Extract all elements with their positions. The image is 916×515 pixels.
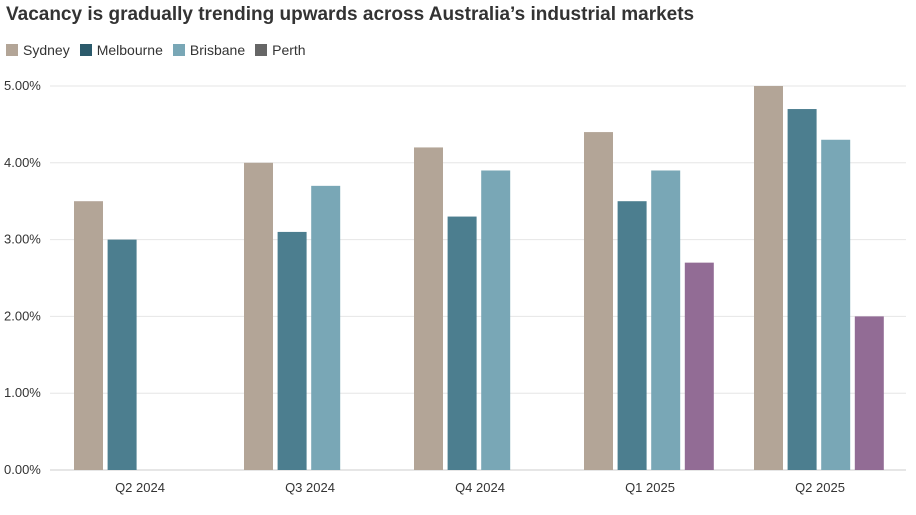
legend-item-perth[interactable]: Perth (255, 42, 306, 58)
bar-brisbane-q3-2024[interactable] (311, 185, 341, 470)
bar-sydney-q3-2024[interactable] (244, 162, 273, 471)
legend-label-sydney: Sydney (23, 42, 70, 58)
legend-label-perth: Perth (272, 42, 306, 58)
bar-melbourne-q1-2025[interactable] (617, 201, 647, 470)
legend-swatch-sydney (6, 44, 18, 56)
y-tick-label: 1.00% (4, 385, 41, 400)
legend-swatch-brisbane (172, 44, 185, 56)
y-tick-label: 5.00% (4, 78, 41, 93)
bar-melbourne-q2-2025[interactable] (787, 109, 817, 470)
x-tick-label: Q2 2025 (795, 480, 845, 495)
bar-perth-q1-2025[interactable] (684, 262, 714, 470)
bar-brisbane-q4-2024[interactable] (481, 170, 511, 471)
y-tick-label: 4.00% (4, 155, 41, 170)
legend-label-melbourne: Melbourne (96, 42, 163, 58)
bar-sydney-q2-2025[interactable] (754, 86, 783, 470)
bar-sydney-q1-2025[interactable] (584, 132, 613, 470)
bar-sydney-q2-2024[interactable] (74, 201, 103, 470)
bar-brisbane-q1-2025[interactable] (651, 170, 681, 471)
legend-swatch-melbourne (79, 44, 92, 56)
legend-swatch-perth (255, 44, 268, 56)
bar-melbourne-q2-2024[interactable] (107, 239, 137, 470)
bar-perth-q2-2025[interactable] (854, 316, 884, 470)
bar-brisbane-q2-2025[interactable] (821, 139, 851, 470)
x-tick-label: Q2 2024 (115, 480, 165, 495)
legend: Sydney Melbourne Brisbane Perth (6, 42, 306, 58)
legend-label-brisbane: Brisbane (189, 42, 246, 58)
legend-item-sydney[interactable]: Sydney (6, 42, 70, 58)
legend-item-melbourne[interactable]: Melbourne (79, 42, 163, 58)
y-tick-label: 2.00% (4, 308, 41, 323)
y-tick-label: 0.00% (4, 462, 41, 477)
bar-melbourne-q4-2024[interactable] (447, 216, 477, 470)
x-tick-label: Q3 2024 (285, 480, 335, 495)
chart-title: Vacancy is gradually trending upwards ac… (6, 4, 695, 25)
x-tick-label: Q4 2024 (455, 480, 505, 495)
bar-melbourne-q3-2024[interactable] (277, 231, 307, 470)
legend-item-brisbane[interactable]: Brisbane (172, 42, 246, 58)
x-tick-label: Q1 2025 (625, 480, 675, 495)
bar-sydney-q4-2024[interactable] (414, 147, 443, 470)
y-tick-label: 3.00% (4, 232, 41, 247)
